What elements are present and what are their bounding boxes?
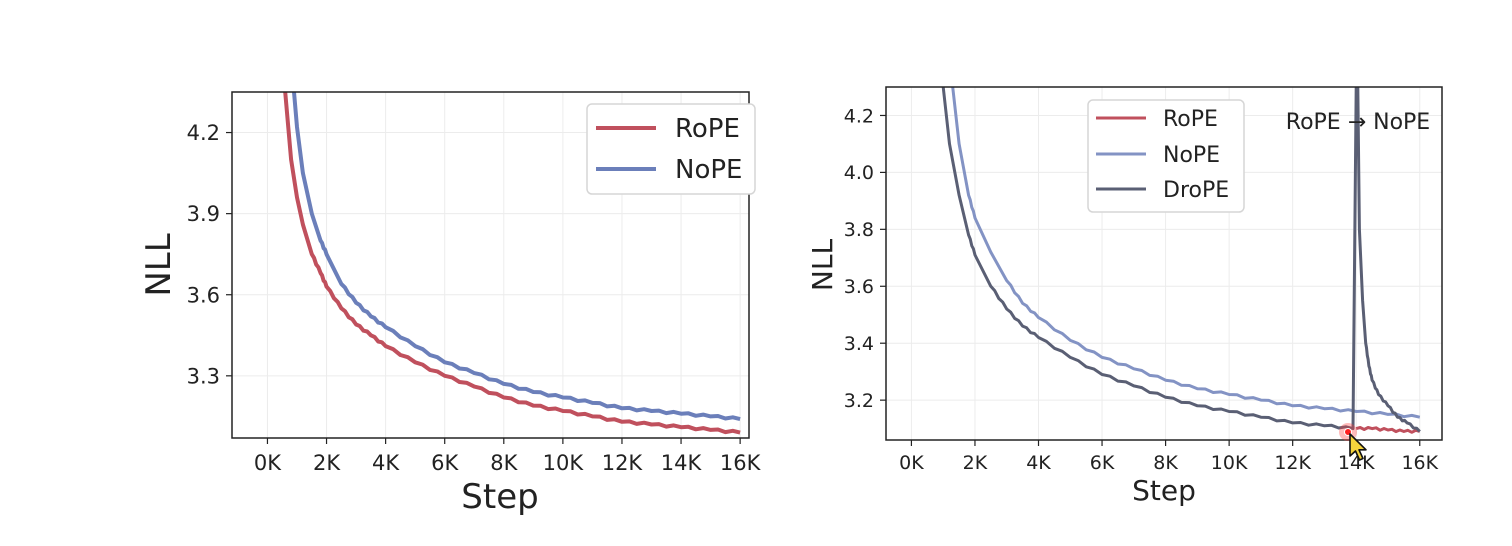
- x-tick-label: 6K: [431, 451, 459, 475]
- chart-left-legend: RoPE NoPE: [586, 103, 756, 195]
- x-tick-label: 4K: [1026, 452, 1051, 474]
- x-tick-label: 14K: [1338, 452, 1375, 474]
- x-tick-label: 6K: [1090, 452, 1115, 474]
- chart-right-xlabel: Step: [1132, 474, 1196, 507]
- chart-right-annotation: RoPE → NoPE: [1286, 110, 1430, 135]
- x-tick-label: 8K: [1153, 452, 1178, 474]
- chart-left-xlabel: Step: [461, 477, 538, 517]
- x-tick-label: 2K: [963, 452, 988, 474]
- y-tick-label: 3.3: [187, 364, 220, 388]
- chart-left-y-ticks: 3.3 3.6 3.9 4.2: [187, 121, 232, 388]
- legend-label-nope: NoPE: [675, 155, 742, 185]
- series-line-rope: [283, 92, 741, 435]
- y-tick-label: 4.0: [844, 162, 874, 184]
- x-tick-label: 16K: [1401, 452, 1438, 474]
- legend-label-drope: DroPE: [1163, 178, 1229, 203]
- x-tick-label: 16K: [720, 451, 762, 475]
- chart-right-ylabel: NLL: [806, 239, 839, 292]
- series-line-drope: [941, 87, 1421, 433]
- mouse-cursor: [1339, 423, 1367, 461]
- y-tick-label: 4.2: [844, 105, 874, 127]
- y-tick-label: 3.8: [844, 219, 874, 241]
- series-line-rope: [1355, 426, 1421, 434]
- y-tick-label: 4.2: [187, 121, 220, 145]
- chart-right-frame: [885, 86, 1443, 441]
- y-tick-label: 3.6: [844, 276, 874, 298]
- x-tick-label: 12K: [602, 451, 644, 475]
- chart-right-legend-box: [1087, 99, 1245, 213]
- series-line-nope: [292, 92, 741, 422]
- chart-left-series: [283, 92, 741, 435]
- chart-right-legend: RoPE NoPE DroPE: [1087, 99, 1245, 213]
- x-tick-label: 0K: [254, 451, 282, 475]
- series-line-nope: [951, 87, 1421, 419]
- x-tick-label: 10K: [543, 451, 585, 475]
- x-tick-label: 0K: [899, 452, 924, 474]
- chart-right-y-ticks: 3.2 3.4 3.6 3.8 4.0 4.2: [844, 105, 886, 412]
- chart-right-x-ticks: 0K 2K 4K 6K 8K 10K 12K 14K 16K: [899, 440, 1439, 474]
- chart-left-frame: [231, 91, 750, 439]
- chart-right-series: [941, 87, 1421, 434]
- legend-label-nope: NoPE: [1163, 143, 1220, 168]
- x-tick-label: 14K: [661, 451, 703, 475]
- x-tick-label: 4K: [372, 451, 400, 475]
- x-tick-label: 8K: [490, 451, 518, 475]
- x-tick-label: 10K: [1211, 452, 1248, 474]
- cursor-arrow-icon: [1349, 433, 1367, 461]
- chart-right-grid: [886, 87, 1442, 440]
- chart-left-x-ticks: 0K 2K 4K 6K 8K 10K 12K 14K 16K: [254, 438, 762, 475]
- x-tick-label: 2K: [313, 451, 341, 475]
- y-tick-label: 3.9: [187, 202, 220, 226]
- y-tick-label: 3.2: [844, 390, 874, 412]
- y-tick-label: 3.6: [187, 283, 220, 307]
- legend-label-rope: RoPE: [1163, 107, 1218, 132]
- chart-left-ylabel: NLL: [139, 233, 179, 296]
- legend-label-rope: RoPE: [675, 114, 740, 144]
- chart-left: 0K 2K 4K 6K 8K 10K 12K 14K 16K 3.3 3.6 3.9 4.2 Step…: [139, 91, 762, 517]
- chart-right: 0K 2K 4K 6K 8K 10K 12K 14K 16K 3.2 3.4 3.6 3.8 4.0 4.…: [806, 86, 1443, 507]
- y-tick-label: 3.4: [844, 333, 874, 355]
- x-tick-label: 12K: [1274, 452, 1311, 474]
